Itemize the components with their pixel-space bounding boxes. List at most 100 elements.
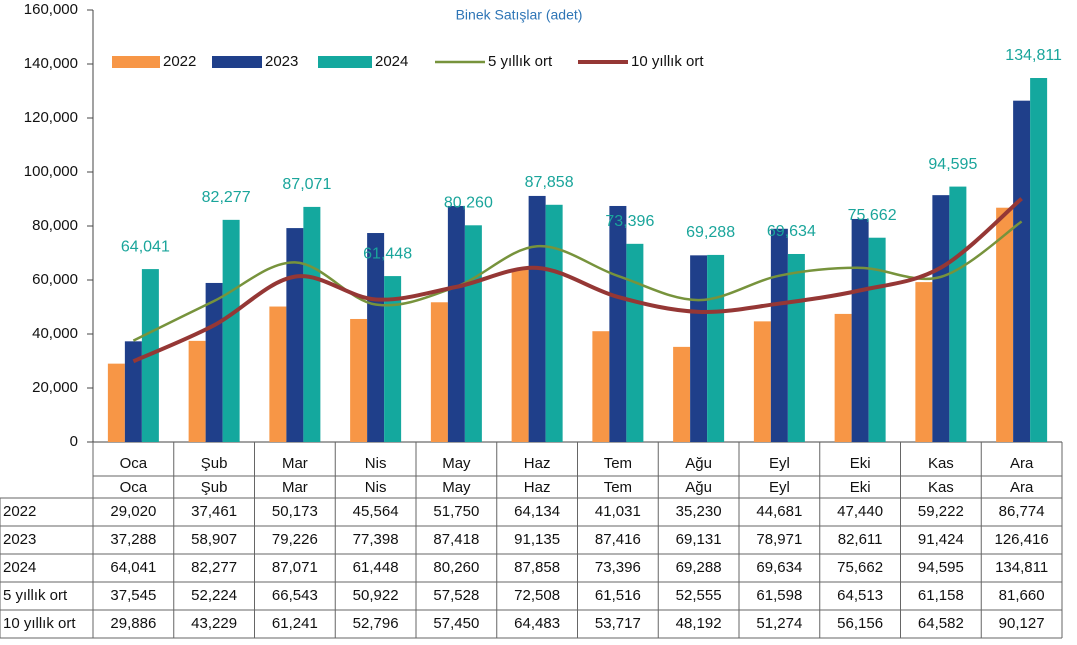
data-label: 82,277 [202,189,251,206]
table-header: Eyl [769,479,790,496]
table-cell: 66,543 [272,587,318,604]
y-tick-label: 100,000 [24,163,78,180]
bar [430,302,448,442]
legend-label: 2023 [265,53,298,70]
table-cell: 73,396 [595,559,641,576]
bar [996,207,1014,442]
x-tick-label: Oca [120,455,148,472]
x-tick-label: Eyl [769,455,790,472]
table-row-label: 2024 [3,559,36,576]
y-tick-label: 160,000 [24,1,78,18]
table-cell: 86,774 [999,503,1045,520]
bar [753,321,771,442]
bar [949,186,967,442]
y-tick-label: 0 [70,433,78,450]
bar [707,254,725,442]
data-label: 61,448 [363,245,412,262]
table-cell: 134,811 [995,559,1048,576]
table-cell: 87,858 [514,559,560,576]
y-tick-label: 120,000 [24,109,78,126]
table-cell: 51,274 [756,615,802,632]
table-row-label: 10 yıllık ort [3,615,76,632]
bar [915,282,933,442]
bar [205,282,223,442]
data-label: 73,396 [605,213,654,230]
x-tick-label: Kas [928,455,954,472]
table-cell: 69,634 [756,559,802,576]
table-cell: 56,156 [837,615,883,632]
bar [384,276,402,442]
table-cell: 57,528 [433,587,479,604]
table-cell: 50,173 [272,503,318,520]
table-header: Ara [1010,479,1034,496]
x-tick-label: Tem [604,455,632,472]
bar [188,340,206,442]
bar [303,206,321,442]
table-cell: 77,398 [353,531,399,548]
bar [770,228,788,442]
table-cell: 81,660 [999,587,1045,604]
table-cell: 47,440 [837,503,883,520]
bar [787,253,805,442]
table-cell: 41,031 [595,503,641,520]
table-cell: 87,071 [272,559,318,576]
bar [222,219,240,442]
table-cell: 69,131 [676,531,722,548]
table-cell: 82,611 [838,531,883,548]
data-label: 94,595 [928,156,977,173]
table-cell: 61,598 [756,587,802,604]
table-header: Haz [524,479,551,496]
table-cell: 90,127 [999,615,1045,632]
table-cell: 59,222 [918,503,964,520]
table-cell: 87,418 [433,531,479,548]
legend-label: 2024 [375,53,408,70]
bar [107,363,125,442]
x-tick-label: Ara [1010,455,1034,472]
table-cell: 61,516 [595,587,641,604]
line [132,220,1023,342]
table-header: Mar [282,479,308,496]
table-cell: 29,020 [110,503,156,520]
legend-label: 5 yıllık ort [488,53,553,70]
table-cell: 64,483 [514,615,560,632]
x-tick-label: Mar [282,455,308,472]
x-tick-label: Eki [850,455,871,472]
chart-title: Binek Satışlar (adet) [456,7,583,23]
table-cell: 82,277 [191,559,237,576]
table-cell: 29,886 [110,615,156,632]
bar [464,225,482,442]
bar [350,318,368,442]
table-cell: 69,288 [676,559,722,576]
table-cell: 75,662 [837,559,883,576]
table-cell: 37,545 [110,587,156,604]
bar [286,228,304,442]
table-cell: 64,041 [110,559,156,576]
table-cell: 53,717 [595,615,641,632]
table-cell: 45,564 [353,503,399,520]
y-tick-label: 40,000 [32,325,78,342]
table-cell: 48,192 [676,615,722,632]
table-cell: 51,750 [433,503,479,520]
data-label: 64,041 [121,238,170,255]
legend-label: 10 yıllık ort [631,53,704,70]
bar [367,233,385,442]
table-header: Oca [120,479,148,496]
table-cell: 91,135 [514,531,560,548]
data-label: 69,288 [686,224,735,241]
table-cell: 52,224 [191,587,237,604]
bar [834,313,852,442]
bar [528,195,546,442]
table-cell: 64,513 [837,587,883,604]
data-label: 134,811 [1005,47,1062,64]
bar [269,306,287,442]
table-cell: 37,461 [191,503,237,520]
y-tick-label: 20,000 [32,379,78,396]
y-tick-label: 140,000 [24,55,78,72]
legend-label: 2022 [163,53,196,70]
bar [690,255,708,442]
x-tick-label: Nis [365,455,387,472]
bar [1030,78,1048,442]
bar [932,195,950,442]
bar [1013,100,1031,442]
table-row-label: 2022 [3,503,36,520]
